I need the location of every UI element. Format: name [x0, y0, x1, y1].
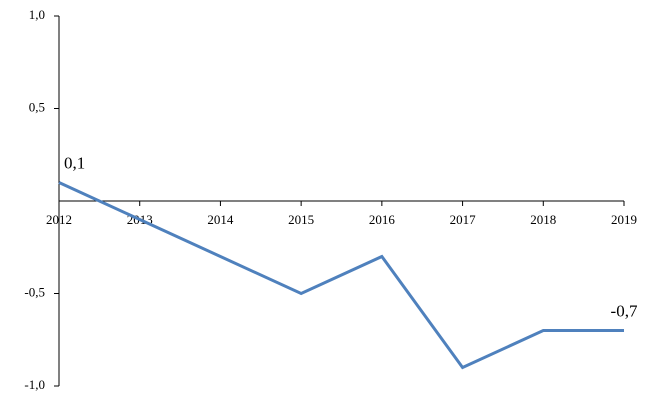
data-label: 0,1: [64, 153, 85, 172]
x-tick-label: 2016: [369, 212, 396, 227]
y-tick-label: 1,0: [29, 7, 45, 22]
x-tick-label: 2015: [288, 212, 314, 227]
x-tick-label: 2018: [530, 212, 556, 227]
y-tick-label: -1,0: [24, 377, 45, 392]
x-tick-label: 2014: [207, 212, 234, 227]
data-label: -0,7: [611, 301, 638, 320]
x-tick-label: 2012: [46, 212, 72, 227]
y-tick-label: -0,5: [24, 284, 45, 299]
y-tick-label: 0,5: [29, 99, 45, 114]
x-tick-label: 2017: [450, 212, 477, 227]
x-tick-label: 2019: [611, 212, 637, 227]
line: [58, 181, 624, 370]
